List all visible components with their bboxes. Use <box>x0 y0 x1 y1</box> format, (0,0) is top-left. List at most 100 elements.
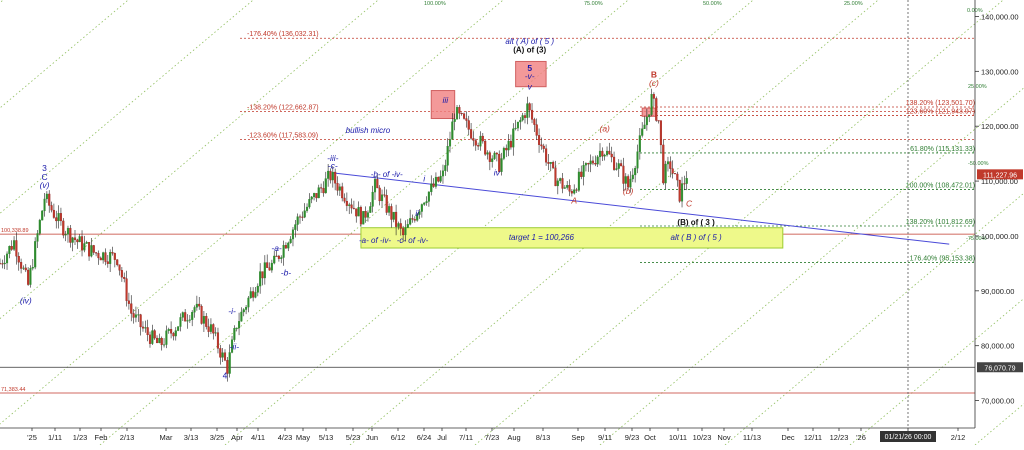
x-tick-label: Jul <box>437 433 447 442</box>
candle-body <box>521 115 524 121</box>
candle-body <box>566 185 569 188</box>
candle-body <box>526 103 529 118</box>
candle-body <box>59 213 62 222</box>
candle-body <box>76 239 79 243</box>
candle-body <box>648 114 651 118</box>
candle-body <box>573 189 576 194</box>
candle-body <box>174 330 177 337</box>
candle-body <box>327 170 330 179</box>
candle-body <box>580 171 583 177</box>
candle-body <box>463 113 466 119</box>
candle-body <box>664 163 667 184</box>
candle-body <box>545 148 548 163</box>
candle-body <box>355 208 358 217</box>
candle-body <box>509 140 512 148</box>
level-label: -138.20% (122,662.87) <box>247 105 319 112</box>
candle-body <box>538 135 541 145</box>
last-price-badge <box>977 169 1023 180</box>
fan-line <box>599 87 1024 446</box>
candle-body <box>219 348 222 358</box>
x-tick-label: 8/13 <box>536 433 551 442</box>
candle-body <box>134 314 137 318</box>
candle-body <box>362 211 365 225</box>
candle-body <box>252 291 255 298</box>
candle-body <box>552 162 555 168</box>
candle-body <box>141 326 145 329</box>
fan-line <box>99 0 629 446</box>
x-tick-label: 4/11 <box>251 433 265 442</box>
cursor-date-label: 01/21/26 00:00 <box>885 434 932 441</box>
candle-body <box>73 237 77 240</box>
candle-body <box>284 245 287 249</box>
candle-body <box>650 94 653 115</box>
candle-body <box>530 109 534 120</box>
y-tick-label: 110,000.00 <box>981 177 1018 186</box>
candle-body <box>547 162 550 164</box>
x-tick-label: 1/23 <box>73 433 88 442</box>
candle-body <box>615 168 618 170</box>
candle-body <box>563 187 566 189</box>
fan-line <box>474 0 1004 446</box>
x-tick-label: '25 <box>27 433 37 442</box>
wave-label: 3 <box>42 163 47 173</box>
candle-body <box>439 175 442 182</box>
candle-body <box>155 337 159 344</box>
candle-body <box>535 124 538 136</box>
candle-body <box>118 264 121 271</box>
candle-body <box>148 334 152 344</box>
candle-body <box>453 118 456 122</box>
level-label: 61.80% (115,131.33) <box>910 146 975 153</box>
candle-body <box>83 243 86 251</box>
candle-body <box>158 337 161 344</box>
candle-body <box>589 160 592 165</box>
candle-body <box>594 163 597 165</box>
candle-body <box>256 285 259 293</box>
candle-body <box>427 191 430 202</box>
wave-label: bullish micro <box>346 126 391 135</box>
candle-body <box>455 107 459 120</box>
x-tick-label: 7/11 <box>459 433 473 442</box>
wave-label: (v) <box>40 180 50 190</box>
level-label: 71,383.44 <box>1 387 25 393</box>
candle-body <box>676 173 679 181</box>
candle-body <box>519 119 522 123</box>
candle-body <box>125 278 128 301</box>
candle-body <box>448 139 452 147</box>
candle-body <box>66 227 70 235</box>
wave-label: 4 <box>223 371 228 381</box>
candle-body <box>184 312 187 322</box>
candle-body <box>17 256 20 263</box>
candle-body <box>432 183 435 187</box>
wave-label: -a- <box>271 243 282 253</box>
candle-body <box>287 242 290 249</box>
candle-body <box>587 163 590 165</box>
candle-body <box>52 209 55 218</box>
candle-body <box>226 360 229 374</box>
candle-body <box>500 158 503 172</box>
candle-body <box>390 206 393 220</box>
candle-body <box>15 240 18 257</box>
candle-body <box>444 165 447 171</box>
candle-body <box>533 119 536 125</box>
candle-body <box>111 252 114 254</box>
candle-body <box>130 303 133 314</box>
candle-body <box>334 171 337 184</box>
wave-label: -i- <box>228 306 236 316</box>
candle-body <box>671 168 674 174</box>
fan-label: 25.00% <box>968 84 987 90</box>
candle-body <box>643 124 646 129</box>
fan-line <box>0 0 504 425</box>
candle-body <box>151 330 154 344</box>
candle-body <box>481 135 484 142</box>
candle-body <box>493 152 496 159</box>
wave-label: ii <box>415 208 420 218</box>
candle-body <box>601 150 604 157</box>
candle-body <box>542 145 545 149</box>
candle-body <box>666 161 670 165</box>
candle-body <box>38 219 41 234</box>
candle-body <box>369 206 372 213</box>
candle-body <box>179 317 182 327</box>
candle-body <box>223 352 227 361</box>
